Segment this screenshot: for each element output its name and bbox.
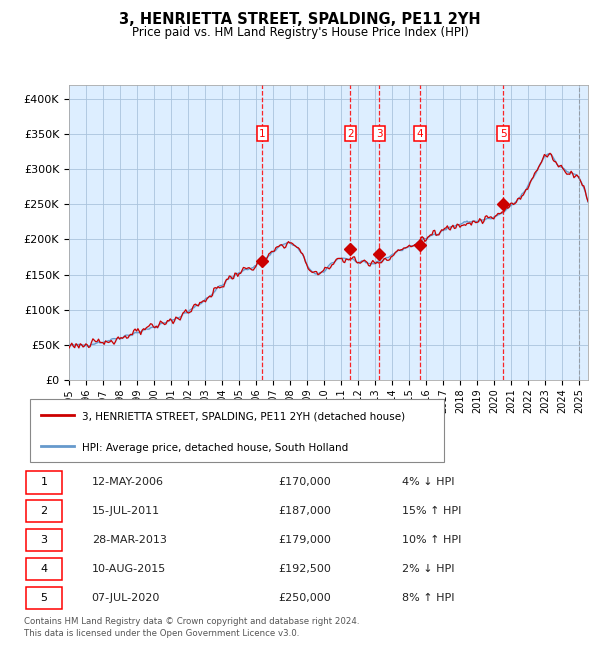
Text: 4: 4: [416, 129, 423, 139]
Text: 4% ↓ HPI: 4% ↓ HPI: [402, 478, 454, 488]
Text: 1: 1: [41, 478, 47, 488]
Text: £187,000: £187,000: [278, 506, 331, 516]
Text: 15-JUL-2011: 15-JUL-2011: [92, 506, 160, 516]
Text: 1: 1: [259, 129, 266, 139]
Text: Price paid vs. HM Land Registry's House Price Index (HPI): Price paid vs. HM Land Registry's House …: [131, 26, 469, 39]
Text: 28-MAR-2013: 28-MAR-2013: [92, 535, 167, 545]
Text: This data is licensed under the Open Government Licence v3.0.: This data is licensed under the Open Gov…: [24, 629, 299, 638]
FancyBboxPatch shape: [26, 471, 62, 493]
Text: 3, HENRIETTA STREET, SPALDING, PE11 2YH: 3, HENRIETTA STREET, SPALDING, PE11 2YH: [119, 12, 481, 27]
Text: 5: 5: [500, 129, 506, 139]
Text: 10-AUG-2015: 10-AUG-2015: [92, 564, 166, 574]
FancyBboxPatch shape: [26, 500, 62, 523]
Text: 12-MAY-2006: 12-MAY-2006: [92, 478, 164, 488]
FancyBboxPatch shape: [26, 529, 62, 551]
Text: HPI: Average price, detached house, South Holland: HPI: Average price, detached house, Sout…: [82, 443, 348, 453]
Text: 15% ↑ HPI: 15% ↑ HPI: [402, 506, 461, 516]
Text: 10% ↑ HPI: 10% ↑ HPI: [402, 535, 461, 545]
FancyBboxPatch shape: [26, 558, 62, 580]
FancyBboxPatch shape: [29, 399, 443, 462]
Text: 5: 5: [41, 593, 47, 603]
Text: 3: 3: [376, 129, 383, 139]
Text: 2: 2: [347, 129, 354, 139]
Text: £170,000: £170,000: [278, 478, 331, 488]
Text: Contains HM Land Registry data © Crown copyright and database right 2024.: Contains HM Land Registry data © Crown c…: [24, 617, 359, 626]
Text: 2: 2: [40, 506, 47, 516]
Text: 4: 4: [40, 564, 47, 574]
Text: £250,000: £250,000: [278, 593, 331, 603]
Text: £192,500: £192,500: [278, 564, 331, 574]
Text: 8% ↑ HPI: 8% ↑ HPI: [402, 593, 454, 603]
Text: £179,000: £179,000: [278, 535, 331, 545]
Text: 2% ↓ HPI: 2% ↓ HPI: [402, 564, 454, 574]
FancyBboxPatch shape: [26, 587, 62, 609]
Text: 07-JUL-2020: 07-JUL-2020: [92, 593, 160, 603]
Text: 3, HENRIETTA STREET, SPALDING, PE11 2YH (detached house): 3, HENRIETTA STREET, SPALDING, PE11 2YH …: [82, 412, 405, 422]
Text: 3: 3: [41, 535, 47, 545]
